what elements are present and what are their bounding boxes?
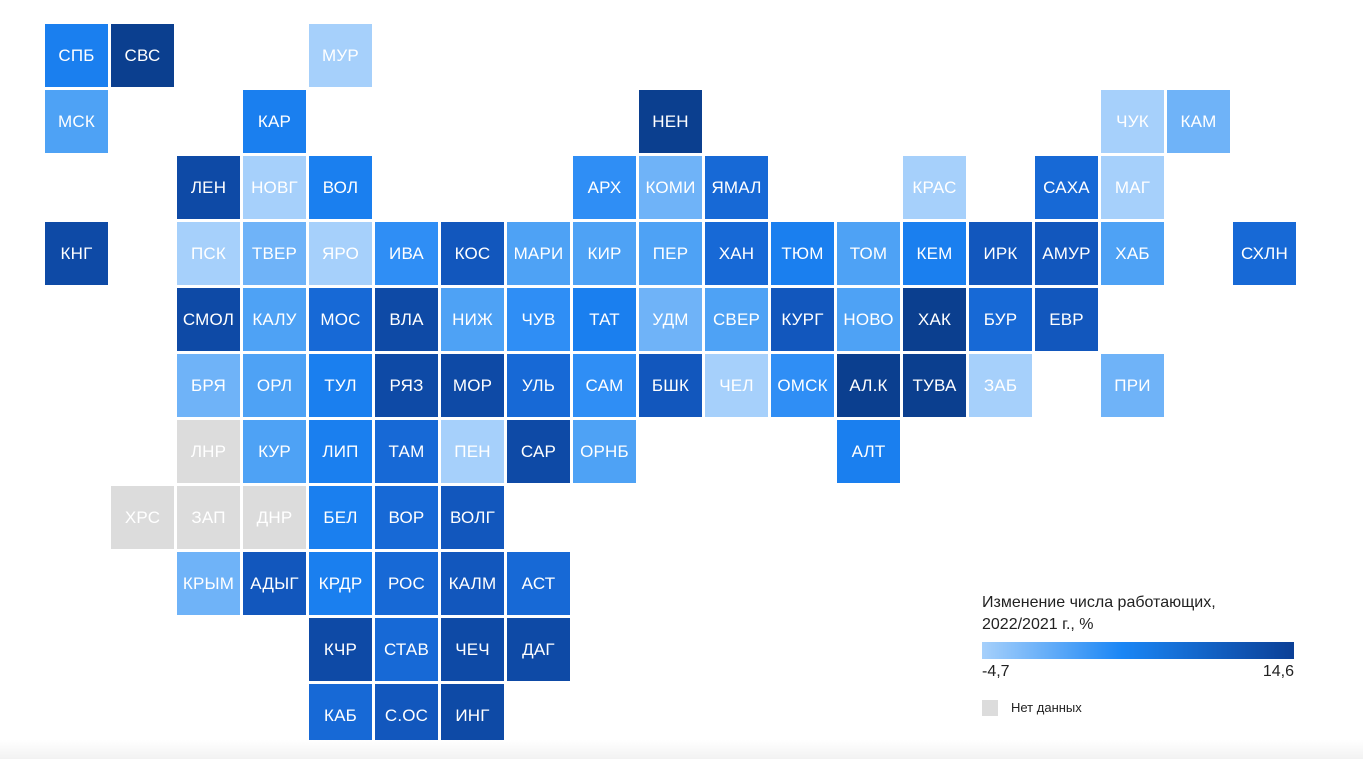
region-tile[interactable]: СВЕР	[705, 288, 768, 351]
region-tile[interactable]: КРЫМ	[177, 552, 240, 615]
region-tile[interactable]: БШК	[639, 354, 702, 417]
region-tile[interactable]: СТАВ	[375, 618, 438, 681]
region-tile[interactable]: БЕЛ	[309, 486, 372, 549]
region-tile[interactable]: НЕН	[639, 90, 702, 153]
region-tile[interactable]: КАБ	[309, 684, 372, 747]
region-tile[interactable]: ОРНБ	[573, 420, 636, 483]
region-tile[interactable]: С.ОС	[375, 684, 438, 747]
legend-max-label: 14,6	[1262, 663, 1294, 680]
region-tile[interactable]: ЧЕЛ	[705, 354, 768, 417]
region-tile[interactable]: ИРК	[969, 222, 1032, 285]
region-tile[interactable]: ЧУК	[1101, 90, 1164, 153]
region-tile[interactable]: КНГ	[45, 222, 108, 285]
region-tile[interactable]: ХРС	[111, 486, 174, 549]
region-tile[interactable]: ПЕР	[639, 222, 702, 285]
region-tile[interactable]: ХАК	[903, 288, 966, 351]
region-tile[interactable]: УЛЬ	[507, 354, 570, 417]
region-tile[interactable]: САХА	[1035, 156, 1098, 219]
region-tile[interactable]: ВОЛГ	[441, 486, 504, 549]
region-tile[interactable]: САМ	[573, 354, 636, 417]
region-tile[interactable]: МОР	[441, 354, 504, 417]
region-tile[interactable]: ХАБ	[1101, 222, 1164, 285]
region-tile[interactable]: САР	[507, 420, 570, 483]
region-tile[interactable]: ИНГ	[441, 684, 504, 747]
region-tile[interactable]: МАГ	[1101, 156, 1164, 219]
region-tile[interactable]: ПЕН	[441, 420, 504, 483]
region-tile[interactable]: ВЛА	[375, 288, 438, 351]
region-tile[interactable]: СМОЛ	[177, 288, 240, 351]
region-tile[interactable]: РОС	[375, 552, 438, 615]
region-tile[interactable]: АСТ	[507, 552, 570, 615]
region-tile[interactable]: УДМ	[639, 288, 702, 351]
region-tile[interactable]: НОВО	[837, 288, 900, 351]
region-tile[interactable]: ЯМАЛ	[705, 156, 768, 219]
region-tile[interactable]: ЕВР	[1035, 288, 1098, 351]
region-tile[interactable]: ДАГ	[507, 618, 570, 681]
region-tile[interactable]: КИР	[573, 222, 636, 285]
region-tile[interactable]: КАЛУ	[243, 288, 306, 351]
region-tile[interactable]: КАЛМ	[441, 552, 504, 615]
region-tile[interactable]: ПСК	[177, 222, 240, 285]
region-tile[interactable]: ХАН	[705, 222, 768, 285]
region-tile[interactable]: ТЮМ	[771, 222, 834, 285]
region-tile[interactable]: ЧЕЧ	[441, 618, 504, 681]
region-tile[interactable]: ПРИ	[1101, 354, 1164, 417]
region-tile[interactable]: ТАМ	[375, 420, 438, 483]
no-data-swatch	[982, 700, 998, 716]
legend-title: Изменение числа работающих, 2022/2021 г.…	[982, 592, 1302, 636]
region-tile[interactable]: СВС	[111, 24, 174, 87]
region-tile[interactable]: АЛ.К	[837, 354, 900, 417]
region-tile[interactable]: ТУВА	[903, 354, 966, 417]
region-tile[interactable]: КАМ	[1167, 90, 1230, 153]
region-tile[interactable]: КЕМ	[903, 222, 966, 285]
region-tile[interactable]: ОРЛ	[243, 354, 306, 417]
region-tile[interactable]: ЯРО	[309, 222, 372, 285]
region-tile[interactable]: ЧУВ	[507, 288, 570, 351]
region-tile[interactable]: КОМИ	[639, 156, 702, 219]
region-tile[interactable]: КРДР	[309, 552, 372, 615]
region-tile[interactable]: ИВА	[375, 222, 438, 285]
region-tile[interactable]: ЛЕН	[177, 156, 240, 219]
region-tile[interactable]: АДЫГ	[243, 552, 306, 615]
region-tile[interactable]: ТОМ	[837, 222, 900, 285]
legend-title-line2: 2022/2021 г., %	[982, 616, 1094, 633]
region-tile[interactable]: КАР	[243, 90, 306, 153]
region-tile[interactable]: АЛТ	[837, 420, 900, 483]
region-tile[interactable]: ТВЕР	[243, 222, 306, 285]
region-tile[interactable]: НОВГ	[243, 156, 306, 219]
region-tile[interactable]: АРХ	[573, 156, 636, 219]
region-tile[interactable]: МУР	[309, 24, 372, 87]
region-tile[interactable]: ВОР	[375, 486, 438, 549]
region-tile[interactable]: БРЯ	[177, 354, 240, 417]
legend-color-scale	[982, 642, 1294, 659]
region-tile[interactable]: КОС	[441, 222, 504, 285]
region-tile[interactable]: СХЛН	[1233, 222, 1296, 285]
region-tile[interactable]: ЗАБ	[969, 354, 1032, 417]
region-tile[interactable]: ВОЛ	[309, 156, 372, 219]
region-tile[interactable]: МСК	[45, 90, 108, 153]
region-tile[interactable]: ЛИП	[309, 420, 372, 483]
region-tile[interactable]: АМУР	[1035, 222, 1098, 285]
region-tile[interactable]: ТАТ	[573, 288, 636, 351]
region-tile[interactable]: КУРГ	[771, 288, 834, 351]
region-tile[interactable]: ОМСК	[771, 354, 834, 417]
region-tile[interactable]: ДНР	[243, 486, 306, 549]
region-tile[interactable]: СПБ	[45, 24, 108, 87]
region-tile[interactable]: МОС	[309, 288, 372, 351]
region-tile[interactable]: НИЖ	[441, 288, 504, 351]
region-tile[interactable]: МАРИ	[507, 222, 570, 285]
footer-shade	[0, 740, 1363, 759]
region-tile[interactable]: КУР	[243, 420, 306, 483]
region-tile[interactable]: РЯЗ	[375, 354, 438, 417]
legend-title-line1: Изменение числа работающих,	[982, 594, 1216, 611]
region-tile[interactable]: КРАС	[903, 156, 966, 219]
region-tile[interactable]: ЛНР	[177, 420, 240, 483]
legend-min-label: -4,7	[982, 663, 1010, 680]
region-tile[interactable]: ТУЛ	[309, 354, 372, 417]
region-tile[interactable]: ЗАП	[177, 486, 240, 549]
region-tile[interactable]: БУР	[969, 288, 1032, 351]
region-tile[interactable]: КЧР	[309, 618, 372, 681]
no-data-label: Нет данных	[1011, 700, 1082, 715]
